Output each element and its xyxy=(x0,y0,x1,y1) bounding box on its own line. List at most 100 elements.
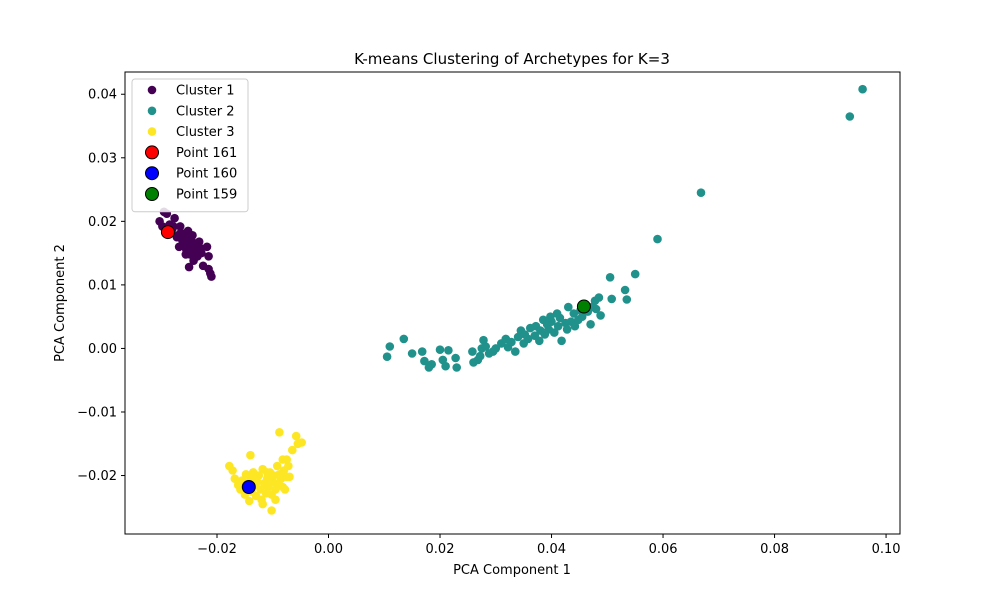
cluster-2-point xyxy=(441,361,450,371)
x-tick-label: 0.00 xyxy=(314,542,343,557)
cluster-3-point xyxy=(267,506,276,515)
legend-label: Cluster 3 xyxy=(176,125,235,140)
cluster-1-point xyxy=(181,250,191,259)
cluster-3-point xyxy=(228,466,237,475)
legend-marker xyxy=(147,106,157,116)
cluster-2-point xyxy=(507,337,516,347)
cluster-2-point xyxy=(696,188,706,197)
cluster-3-point xyxy=(258,499,268,509)
cluster-2-point xyxy=(491,344,501,353)
cluster-2-point xyxy=(594,293,604,302)
legend-marker xyxy=(147,85,157,95)
legend-label: Point 159 xyxy=(176,188,237,203)
cluster-3-point xyxy=(246,450,255,460)
cluster-2-point xyxy=(451,353,460,363)
cluster-2-point xyxy=(845,112,855,121)
cluster-2-point xyxy=(475,351,485,361)
cluster-3-point xyxy=(230,474,240,484)
cluster-3-point xyxy=(285,472,294,482)
cluster-2-point xyxy=(547,317,556,327)
cluster-1-point xyxy=(170,213,179,223)
y-tick-label: 0.02 xyxy=(88,215,117,230)
cluster-2-point xyxy=(607,294,616,304)
cluster-2-point xyxy=(553,321,563,331)
cluster-2-point xyxy=(622,295,632,304)
cluster-2-point xyxy=(569,309,579,318)
y-tick-label: −0.01 xyxy=(77,405,117,420)
highlight-point-point-159 xyxy=(576,299,591,314)
cluster-3-point xyxy=(291,431,301,441)
cluster-2-point xyxy=(468,347,477,356)
cluster-3-point xyxy=(282,455,292,464)
data-points xyxy=(155,84,867,515)
x-tick-label: 0.10 xyxy=(872,542,901,557)
cluster-2-point xyxy=(630,269,640,279)
cluster-1-point xyxy=(192,243,202,253)
cluster-2-point xyxy=(562,325,572,334)
plot-frame xyxy=(124,71,901,535)
cluster-2-point xyxy=(481,342,491,351)
cluster-2-point xyxy=(511,347,520,356)
cluster-3-point xyxy=(280,485,290,494)
cluster-2-point xyxy=(570,321,580,331)
cluster-2-point xyxy=(399,334,409,344)
y-tick-label: 0.00 xyxy=(88,342,117,357)
cluster-2-point xyxy=(591,304,601,314)
cluster-1-point xyxy=(207,272,216,281)
legend-box xyxy=(131,78,249,213)
cluster-1-point xyxy=(188,231,197,240)
cluster-2-point xyxy=(444,346,453,355)
chart-title: K-means Clustering of Archetypes for K=3 xyxy=(354,50,670,68)
highlight-point-point-160 xyxy=(241,480,256,494)
cluster-2-point xyxy=(557,336,566,346)
cluster-2-point xyxy=(385,342,395,351)
y-tick-label: 0.01 xyxy=(88,278,117,293)
cluster-2-point xyxy=(420,356,429,366)
x-axis-ticks: −0.02 0.00 0.02 0.04 0.06 0.08 0.10 xyxy=(197,534,901,557)
x-tick-label: 0.04 xyxy=(537,542,566,557)
cluster-2-point xyxy=(858,84,867,94)
legend-label: Cluster 1 xyxy=(176,84,235,99)
cluster-3-point xyxy=(245,496,254,506)
legend-marker xyxy=(147,127,157,136)
cluster-3-point xyxy=(271,495,280,505)
cluster-1-point xyxy=(204,251,213,261)
legend: Cluster 1 Cluster 2 Cluster 3 Point 161 Poin… xyxy=(131,78,249,213)
cluster-2-point xyxy=(564,302,573,312)
cluster-3-point xyxy=(262,468,272,477)
legend-marker xyxy=(145,166,159,181)
cluster-1-point xyxy=(184,262,194,272)
cluster-2-point xyxy=(382,352,392,362)
x-tick-label: 0.06 xyxy=(649,542,678,557)
cluster-2-point xyxy=(586,320,595,329)
cluster-1-point xyxy=(179,231,188,240)
y-tick-label: 0.03 xyxy=(88,151,117,166)
cluster-1-point xyxy=(175,222,185,231)
y-tick-label: −0.02 xyxy=(77,469,117,484)
cluster-2-point xyxy=(596,311,605,320)
cluster-2-point xyxy=(535,336,544,346)
y-tick-label: 0.04 xyxy=(88,88,117,103)
cluster-2-point xyxy=(417,347,427,356)
legend-marker xyxy=(145,187,159,201)
cluster-3-point xyxy=(297,438,307,447)
legend-marker xyxy=(145,145,159,160)
cluster-2-point xyxy=(427,360,437,369)
cluster-2-point xyxy=(452,363,462,372)
x-axis-label: PCA Component 1 xyxy=(453,563,571,578)
cluster-3-point xyxy=(288,445,297,455)
cluster-3-point xyxy=(251,472,261,482)
cluster-3-point xyxy=(272,461,282,471)
cluster-1-point xyxy=(202,242,212,252)
cluster-3-point xyxy=(275,428,284,437)
highlight-points xyxy=(160,225,591,494)
legend-label: Point 161 xyxy=(176,146,237,161)
cluster-2-point xyxy=(407,349,417,358)
highlight-point-point-161 xyxy=(160,225,175,240)
cluster-2-point xyxy=(550,328,559,337)
legend-label: Cluster 2 xyxy=(176,104,235,119)
cluster-2-point xyxy=(605,273,615,282)
cluster-2-point xyxy=(653,234,662,244)
cluster-2-point xyxy=(523,334,533,344)
